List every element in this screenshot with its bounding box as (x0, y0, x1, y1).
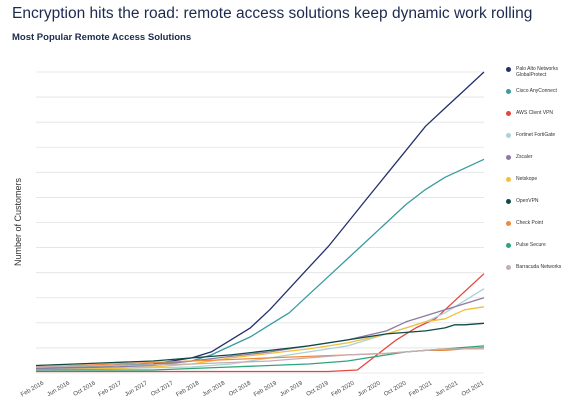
legend-item: AWS Client VPN (506, 110, 582, 132)
chart-title: Encryption hits the road: remote access … (12, 5, 533, 22)
x-tick-label: Jun 2021 (435, 380, 460, 398)
legend-swatch (506, 88, 511, 94)
x-tick-label: Oct 2017 (150, 380, 175, 398)
legend-item: Barracuda Networks (506, 264, 582, 286)
legend-swatch (506, 242, 511, 248)
series-line-5 (35, 306, 485, 371)
legend-swatch (506, 132, 511, 138)
legend-item: Check Point (506, 220, 582, 242)
series-lines (35, 71, 485, 373)
chart-legend: Palo Alto Networks GlobalProtect Cisco An… (506, 66, 582, 286)
legend-item: Cisco AnyConnect (506, 88, 582, 110)
x-tick-label: Jun 2017 (124, 380, 149, 398)
legend-swatch (506, 198, 511, 204)
series-line-1 (36, 158, 485, 368)
legend-label: Barracuda Networks (516, 264, 562, 270)
x-tick-label: Jun 2020 (357, 380, 382, 398)
legend-label: Netskope (516, 176, 538, 182)
series-line-7 (35, 346, 485, 368)
legend-label: OpenVPN (516, 198, 539, 204)
series-line-2 (36, 273, 485, 373)
legend-label: AWS Client VPN (516, 110, 554, 116)
x-tick-label: Oct 2019 (306, 380, 331, 398)
legend-swatch (506, 220, 511, 226)
legend-item: Netskope (506, 176, 582, 198)
legend-label: Fortinet FortiGate (516, 132, 556, 138)
x-tick-label: Feb 2016 (20, 380, 46, 398)
x-tick-label: Oct 2021 (461, 380, 486, 398)
legend-item: OpenVPN (506, 198, 582, 220)
x-tick-label: Oct 2018 (228, 380, 253, 398)
legend-swatch (506, 176, 511, 182)
x-tick-label: Feb 2020 (331, 380, 357, 398)
x-tick-label: Feb 2019 (253, 380, 279, 398)
legend-swatch (506, 66, 511, 72)
x-tick-labels: Feb 2016 Jun 2016 Oct 2016 Feb 2017 Jun 2017… (20, 380, 486, 398)
legend-label: Zscaler (516, 154, 533, 160)
series-line-9 (35, 348, 484, 368)
y-axis-label: Number of Customers (13, 177, 23, 266)
x-tick-label: Jun 2016 (46, 380, 71, 398)
series-line-6 (35, 322, 485, 367)
x-tick-label: Feb 2018 (175, 380, 201, 398)
x-tick-label: Feb 2017 (98, 380, 124, 398)
legend-label: Pulse Secure (516, 242, 546, 248)
legend-label: Palo Alto Networks GlobalProtect (516, 66, 558, 78)
chart-subtitle: Most Popular Remote Access Solutions (12, 32, 192, 43)
x-tick-label: Jun 2018 (202, 380, 227, 398)
legend-label: Cisco AnyConnect (516, 88, 557, 94)
legend-item: Palo Alto Networks GlobalProtect (506, 66, 582, 88)
legend-swatch (506, 154, 511, 160)
legend-item: Fortinet FortiGate (506, 132, 582, 154)
x-tick-label: Jun 2019 (279, 380, 304, 398)
legend-label: Check Point (516, 220, 543, 226)
legend-item: Pulse Secure (506, 242, 582, 264)
legend-swatch (506, 264, 511, 270)
series-line-3 (36, 288, 485, 370)
x-tick-label: Feb 2021 (408, 380, 434, 398)
x-tick-label: Oct 2016 (73, 380, 98, 398)
gridlines (36, 71, 484, 374)
legend-swatch (506, 110, 511, 116)
x-tick-label: Oct 2020 (383, 380, 408, 398)
legend-item: Zscaler (506, 154, 582, 176)
